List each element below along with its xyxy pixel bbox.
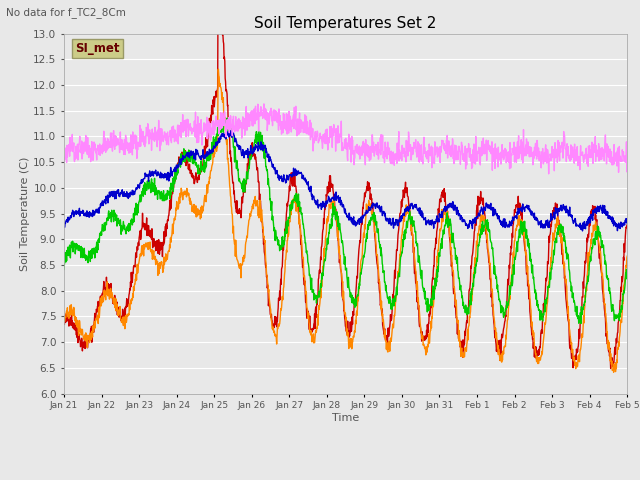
TC2_50Cm [300, 130, 307, 135]
TC2_2Cm [104, 285, 111, 291]
TC2_4Cm [60, 314, 68, 320]
TC2_50Cm [321, 141, 329, 146]
TC2_32Cm [60, 224, 68, 230]
TC2_50Cm [260, 101, 268, 107]
Line: TC2_4Cm: TC2_4Cm [64, 69, 627, 372]
TC2_32Cm [623, 219, 631, 225]
Line: TC2_50Cm: TC2_50Cm [64, 104, 627, 174]
TC2_2Cm [321, 206, 329, 212]
Line: TC2_16Cm: TC2_16Cm [64, 118, 627, 324]
TC2_50Cm [545, 171, 552, 177]
TC2_4Cm [300, 254, 307, 260]
TC2_50Cm [381, 149, 388, 155]
TC2_4Cm [610, 370, 618, 375]
TC2_16Cm [381, 279, 388, 285]
TC2_16Cm [577, 321, 585, 326]
TC2_32Cm [300, 172, 307, 178]
TC2_32Cm [311, 199, 319, 204]
TC2_32Cm [579, 228, 586, 234]
TC2_2Cm [311, 326, 319, 332]
Y-axis label: Soil Temperature (C): Soil Temperature (C) [20, 156, 30, 271]
TC2_50Cm [623, 153, 631, 158]
TC2_2Cm [623, 222, 631, 228]
TC2_32Cm [104, 192, 111, 198]
X-axis label: Time: Time [332, 413, 359, 423]
TC2_32Cm [127, 189, 134, 195]
TC2_16Cm [104, 216, 111, 222]
TC2_32Cm [321, 202, 329, 208]
Text: No data for f_TC2_8Cm: No data for f_TC2_8Cm [6, 7, 126, 18]
TC2_50Cm [311, 131, 319, 136]
TC2_4Cm [104, 289, 111, 295]
TC2_4Cm [623, 253, 631, 259]
Text: SI_met: SI_met [76, 42, 120, 55]
TC2_2Cm [300, 267, 307, 273]
TC2_32Cm [381, 213, 388, 219]
TC2_32Cm [227, 128, 235, 133]
Line: TC2_2Cm: TC2_2Cm [64, 0, 627, 369]
TC2_50Cm [60, 158, 68, 164]
TC2_16Cm [311, 296, 319, 301]
TC2_50Cm [104, 135, 111, 141]
TC2_16Cm [300, 221, 307, 227]
TC2_2Cm [607, 366, 614, 372]
TC2_4Cm [381, 328, 388, 334]
TC2_16Cm [223, 115, 231, 121]
Line: TC2_32Cm: TC2_32Cm [64, 131, 627, 231]
TC2_16Cm [127, 223, 134, 229]
TC2_4Cm [214, 66, 222, 72]
Title: Soil Temperatures Set 2: Soil Temperatures Set 2 [255, 16, 436, 31]
TC2_2Cm [60, 320, 68, 326]
TC2_16Cm [623, 269, 631, 275]
TC2_4Cm [321, 243, 329, 249]
TC2_2Cm [127, 279, 134, 285]
TC2_50Cm [127, 149, 134, 155]
TC2_4Cm [311, 335, 319, 341]
TC2_2Cm [381, 326, 388, 332]
TC2_4Cm [127, 297, 134, 303]
TC2_16Cm [321, 258, 329, 264]
TC2_16Cm [60, 266, 68, 272]
